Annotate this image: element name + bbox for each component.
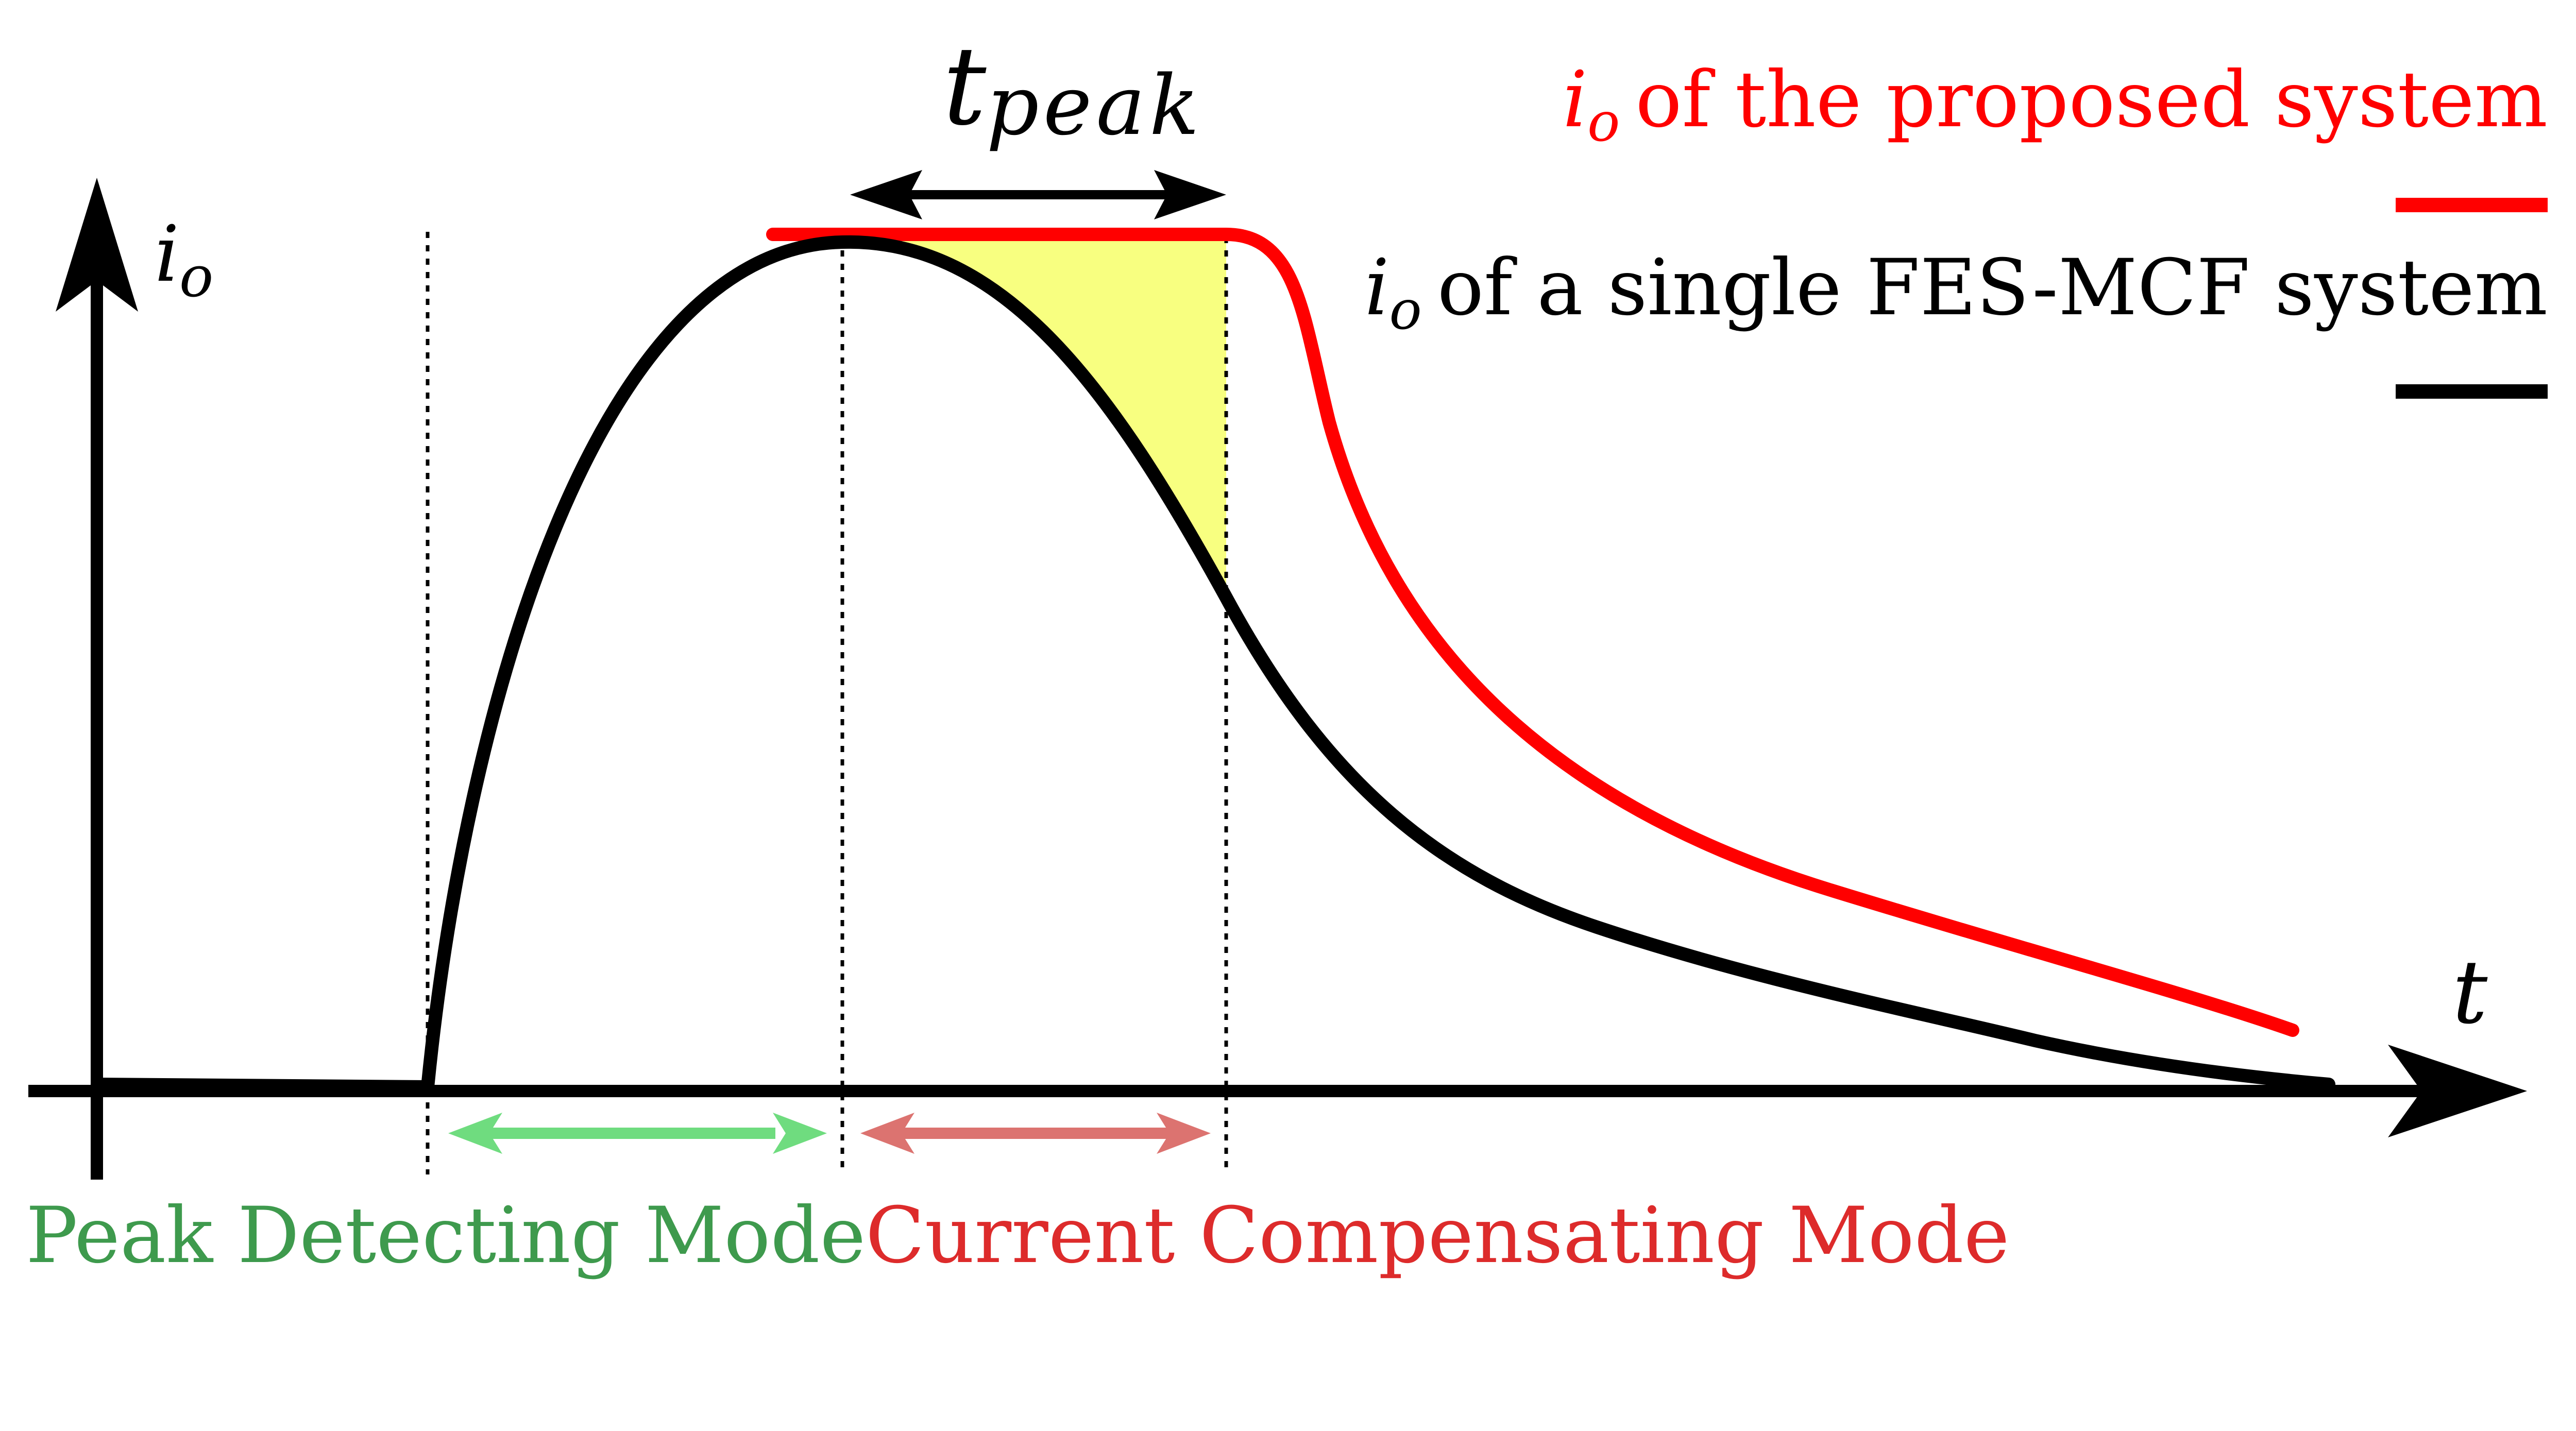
peak-detecting-mode-label: Peak Detecting Mode bbox=[26, 1191, 866, 1281]
legend: io of the proposed system io of a single F… bbox=[1365, 55, 2548, 399]
legend-single-label: io of a single FES-MCF system bbox=[1365, 243, 2548, 342]
peak-detecting-mode-arrow bbox=[448, 1113, 827, 1154]
x-axis-label: t bbox=[2452, 942, 2488, 1044]
y-axis-arrowhead bbox=[56, 178, 138, 312]
x-axis-arrowhead bbox=[2388, 1045, 2527, 1137]
compensated-area bbox=[842, 237, 1226, 598]
current-compensating-mode-arrow bbox=[860, 1113, 1211, 1154]
single-system-curve bbox=[91, 235, 2335, 1094]
t-peak-label: tpeak bbox=[943, 23, 1204, 154]
legend-proposed-label: io of the proposed system bbox=[1563, 55, 2548, 154]
proposed-system-curve bbox=[766, 228, 2299, 1037]
t-peak-double-arrow bbox=[850, 170, 1226, 219]
y-axis-label: io bbox=[155, 210, 213, 310]
current-compensating-mode-label: Current Compensating Mode bbox=[866, 1191, 2009, 1281]
